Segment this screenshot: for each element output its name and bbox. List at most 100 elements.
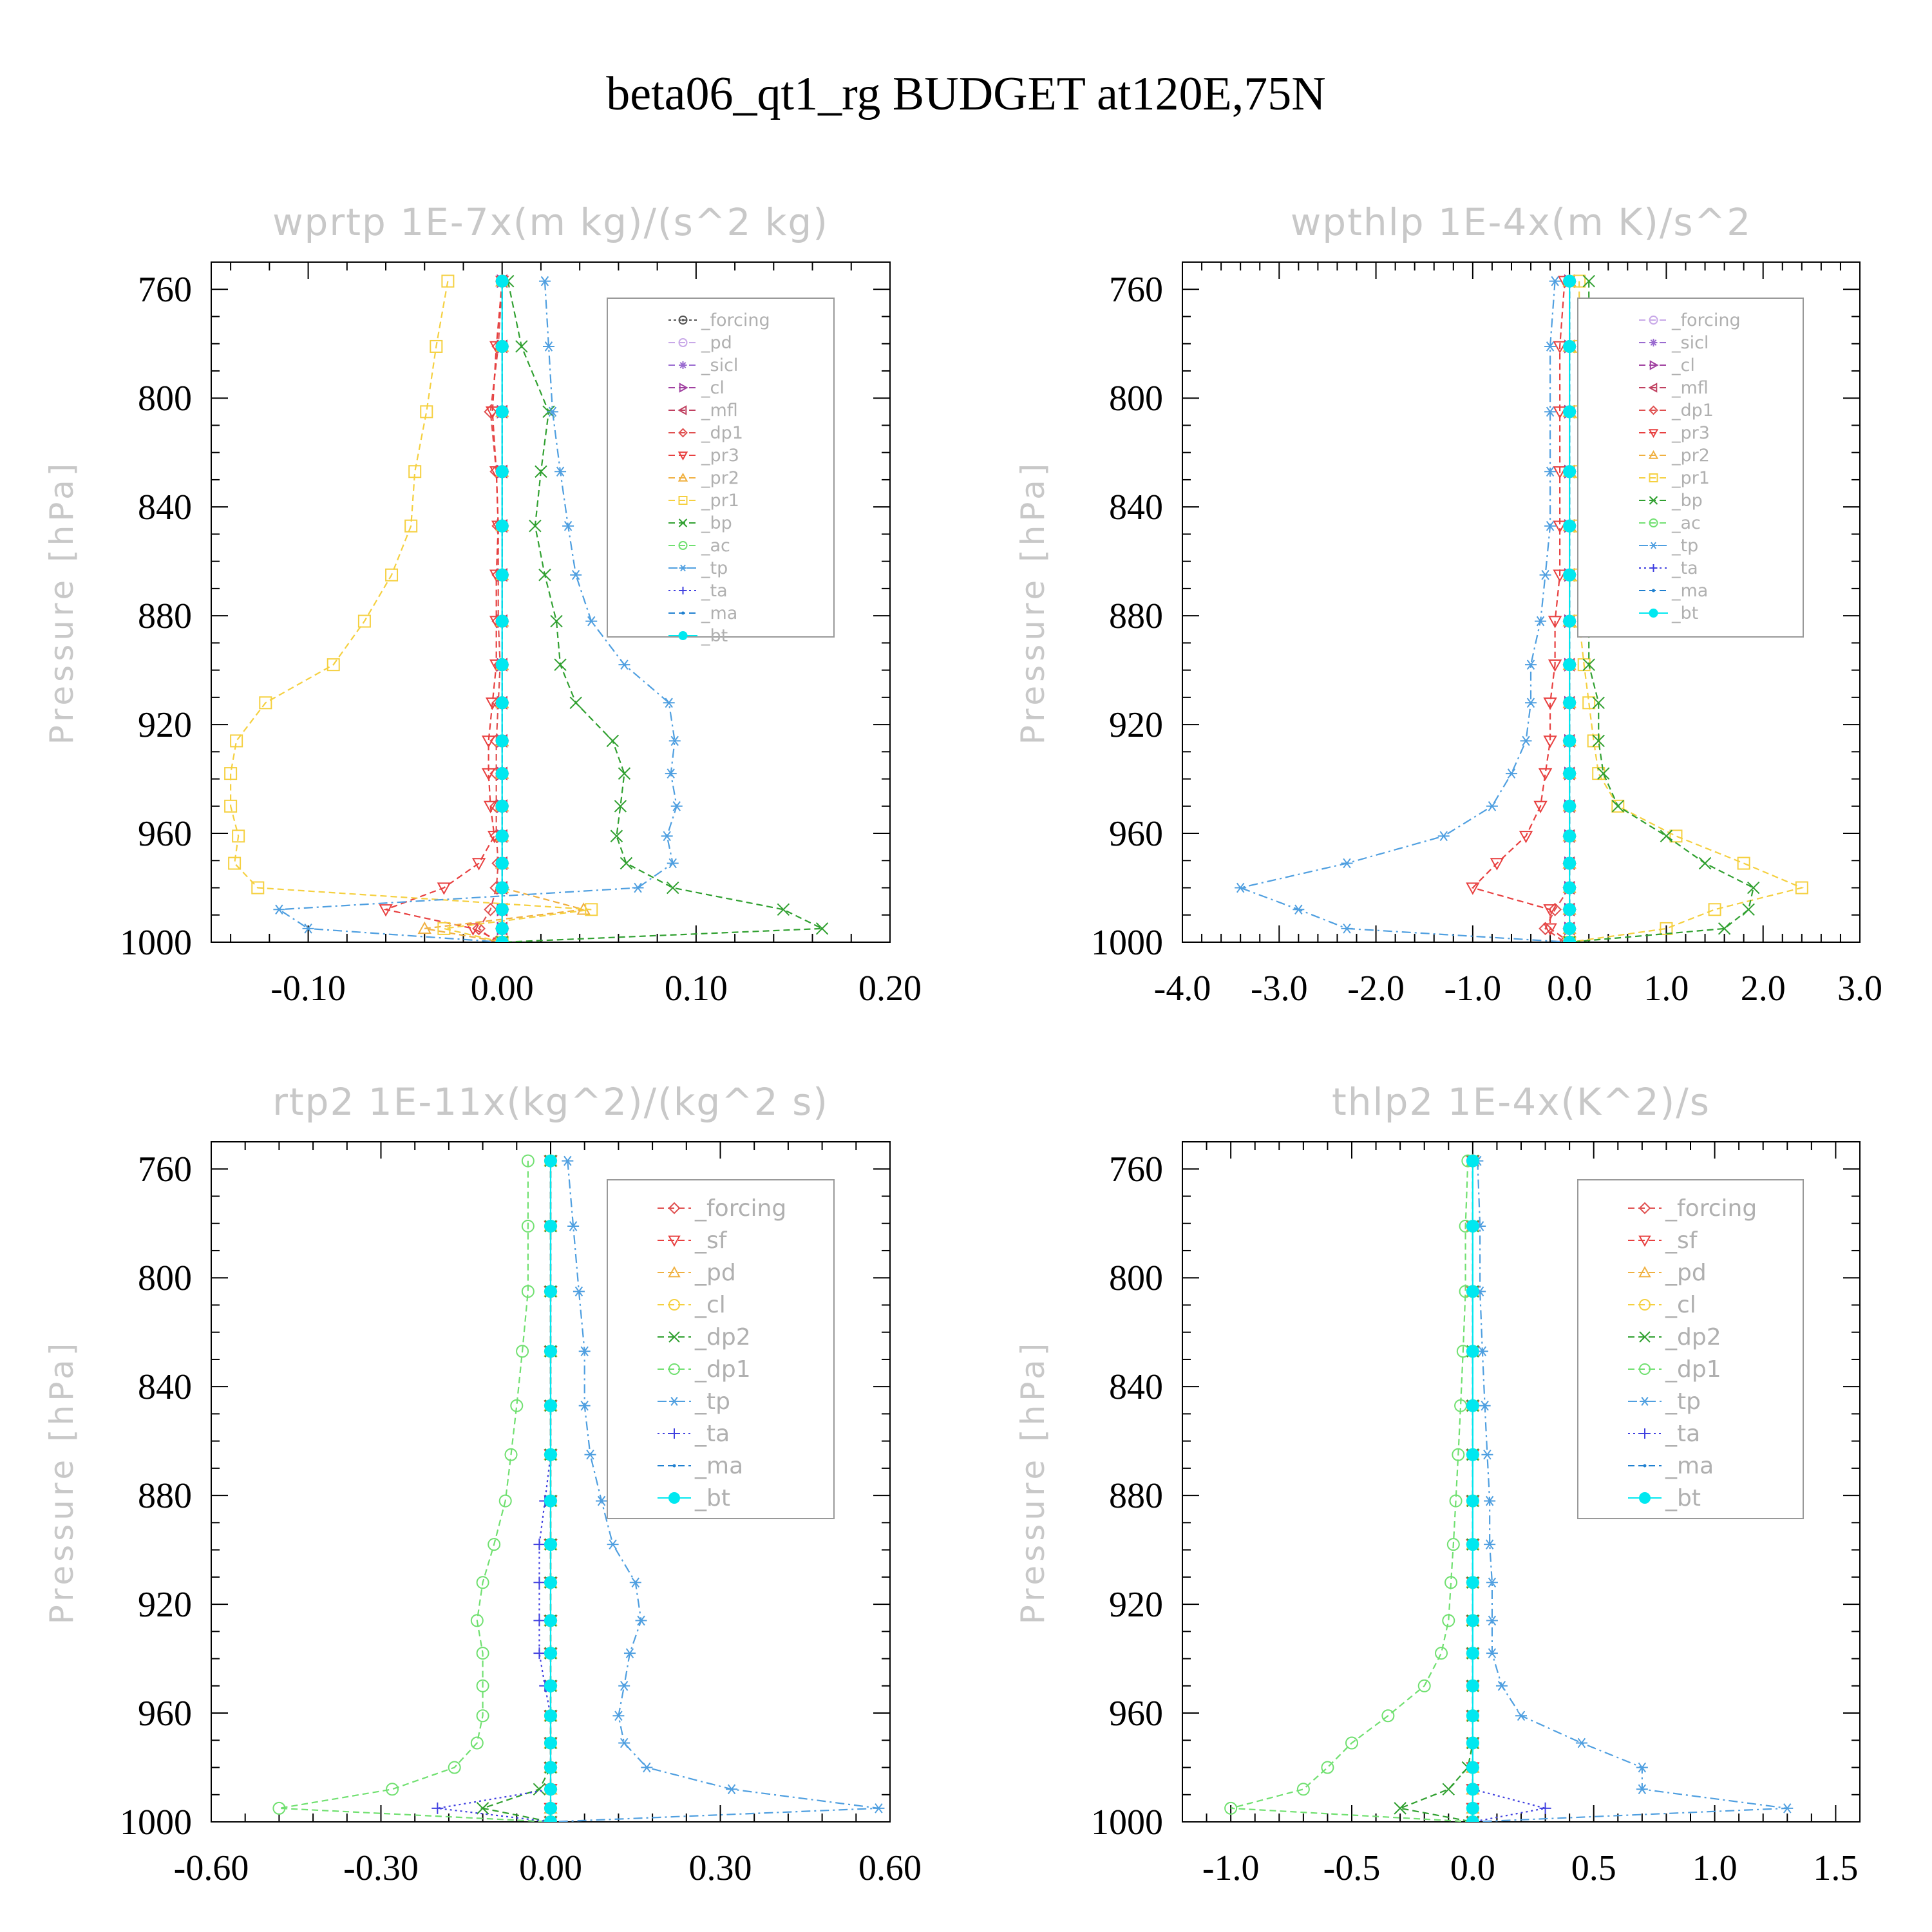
data-point <box>1577 658 1591 672</box>
data-point <box>567 1221 580 1231</box>
data-point <box>251 881 265 895</box>
data-point <box>1381 1709 1395 1723</box>
data-point <box>607 1539 619 1549</box>
y-tick-label: 1000 <box>1091 1803 1163 1842</box>
data-point <box>1553 406 1567 419</box>
data-point <box>1466 1647 1479 1660</box>
data-point <box>470 1614 484 1627</box>
data-point <box>1549 276 1561 287</box>
legend-marker <box>1639 1492 1651 1504</box>
data-point <box>476 1679 489 1692</box>
data-point <box>614 800 627 813</box>
legend-marker <box>1639 1331 1651 1343</box>
data-point <box>1224 1801 1238 1815</box>
series-dp1 <box>272 1154 557 1822</box>
legend-label: _pr1 <box>701 491 739 511</box>
y-tick-label: 840 <box>1109 488 1163 527</box>
data-point <box>596 1495 608 1506</box>
legend-item-ac: _ac <box>1639 513 1701 533</box>
legend-label: _tp <box>1671 536 1698 556</box>
data-point <box>533 1647 545 1660</box>
legend-label: _ma <box>694 1453 743 1479</box>
data-point <box>1611 799 1625 813</box>
legend-box <box>1577 298 1804 638</box>
data-point <box>386 1783 399 1796</box>
legend-marker <box>678 631 688 640</box>
data-point <box>1484 1495 1496 1506</box>
legend-marker <box>678 518 688 527</box>
data-point <box>495 519 509 533</box>
data-point <box>635 1615 647 1626</box>
legend-item-sf: _sf <box>658 1227 728 1254</box>
legend-item-ta: _ta <box>668 581 728 601</box>
y-tick-label: 960 <box>1109 814 1163 854</box>
series-dp1 <box>1224 1154 1479 1822</box>
figure-title: beta06_qt1_rg BUDGET at120E,75N <box>606 68 1325 120</box>
data-point <box>1747 881 1760 895</box>
data-point <box>495 881 509 895</box>
legend-item-ma: _ma <box>1628 1453 1714 1479</box>
legend-item-dp1: _dp1 <box>1628 1356 1721 1383</box>
data-point <box>1563 922 1577 935</box>
data-point <box>408 465 422 478</box>
legend-label: _cl <box>1665 1292 1696 1318</box>
y-tick-label: 920 <box>138 705 192 745</box>
data-point <box>1563 903 1577 916</box>
x-tick-label: 0.0 <box>1547 969 1592 1009</box>
legend-label: _ta <box>1671 558 1698 578</box>
data-point <box>1466 1679 1479 1692</box>
data-point <box>515 340 528 353</box>
data-point <box>1563 405 1577 419</box>
legend-marker <box>1649 564 1658 572</box>
legend-item-ta: _ta <box>1639 558 1698 578</box>
series-tp <box>545 1155 885 1822</box>
data-point <box>606 734 620 748</box>
legend-marker <box>672 1464 676 1468</box>
data-point <box>476 1709 489 1723</box>
data-point <box>1563 274 1577 288</box>
data-point <box>1539 569 1551 580</box>
y-tick-label: 760 <box>1109 1150 1163 1189</box>
data-point <box>1718 922 1731 935</box>
data-point <box>1611 800 1624 813</box>
data-point <box>1490 858 1504 871</box>
panel-title: rtp2 1E-11x(kg^2)/(kg^2 s) <box>272 1080 829 1124</box>
data-point <box>544 1219 557 1233</box>
legend-label: _bp <box>1671 491 1703 511</box>
legend-marker <box>1639 1299 1651 1311</box>
data-point <box>1466 1709 1479 1723</box>
plot-area <box>224 274 829 942</box>
legend-item-pr3: _pr3 <box>1639 423 1710 443</box>
legend-item-ma: _ma <box>668 603 737 623</box>
data-point <box>618 659 630 670</box>
y-tick-label: 760 <box>138 1150 192 1189</box>
y-tick-label: 760 <box>1109 270 1163 310</box>
data-point <box>726 1784 738 1795</box>
data-point <box>1543 923 1557 936</box>
legend-item-bp: _bp <box>1639 491 1703 511</box>
legend-marker <box>1649 316 1658 325</box>
data-point <box>547 406 559 417</box>
data-point <box>495 405 509 419</box>
x-tick-label: 0.5 <box>1571 1848 1616 1888</box>
data-point <box>495 767 509 781</box>
data-point <box>1417 1679 1431 1692</box>
data-point <box>1563 568 1577 582</box>
data-point <box>1525 659 1537 670</box>
series-line <box>550 1160 879 1822</box>
legend-marker <box>679 383 688 393</box>
legend-marker <box>678 316 688 325</box>
chart-panel-3: rtp2 1E-11x(kg^2)/(kg^2 s) Pressure [hPa]… <box>43 1080 922 1888</box>
legend-marker <box>677 405 687 415</box>
data-point <box>404 519 418 533</box>
legend-item-cl: _cl <box>1628 1292 1696 1318</box>
data-point <box>1466 1761 1479 1774</box>
data-point <box>1466 1494 1479 1508</box>
series-line <box>1471 281 1570 942</box>
data-point <box>273 904 285 915</box>
data-point <box>1563 799 1577 813</box>
legend-item-cl: _cl <box>1639 355 1695 375</box>
data-point <box>873 1803 885 1814</box>
data-point <box>1538 768 1553 781</box>
